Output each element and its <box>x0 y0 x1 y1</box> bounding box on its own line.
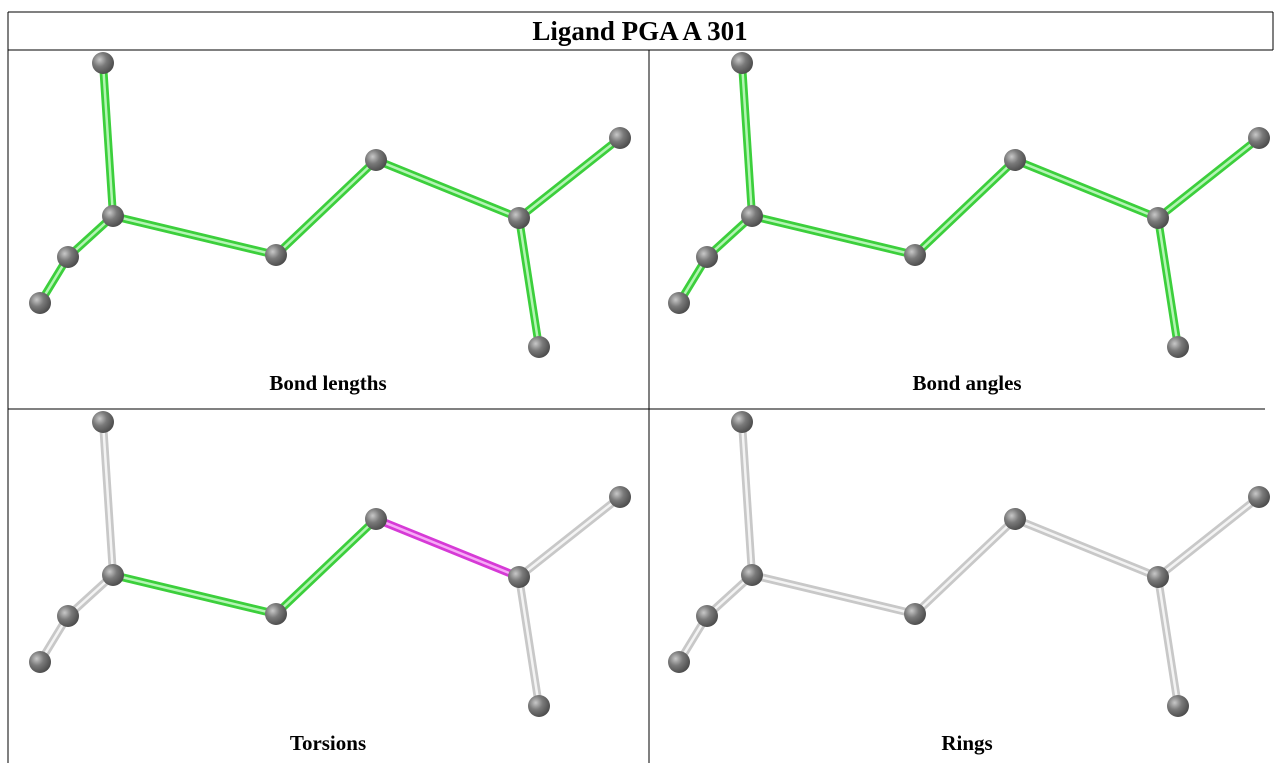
molecule-panel: Rings <box>668 411 1270 755</box>
panel-caption: Rings <box>941 731 992 755</box>
atom <box>29 292 51 314</box>
atom <box>668 292 690 314</box>
atom <box>29 651 51 673</box>
bond-highlight <box>1158 138 1259 218</box>
atom <box>668 651 690 673</box>
table-title: Ligand PGA A 301 <box>532 16 747 46</box>
atom <box>904 603 926 625</box>
bond-highlight <box>752 575 915 614</box>
bond-highlight <box>1015 519 1158 577</box>
atom <box>265 244 287 266</box>
atom <box>741 564 763 586</box>
bond-highlight <box>915 519 1015 614</box>
panel-caption: Bond lengths <box>269 371 386 395</box>
atom <box>696 605 718 627</box>
atom <box>731 411 753 433</box>
molecule-panel: Bond angles <box>668 52 1270 395</box>
page: Ligand PGA A 301 Bond lengths Bond angles… <box>0 0 1275 763</box>
atom <box>1167 336 1189 358</box>
table-borders <box>8 12 1273 763</box>
molecule-panel: Torsions <box>29 411 631 755</box>
atom <box>1004 149 1026 171</box>
bond-highlight <box>376 160 519 218</box>
bond-highlight <box>276 519 376 614</box>
atom <box>92 411 114 433</box>
bond-highlight <box>1158 577 1178 706</box>
panel-caption: Torsions <box>290 731 366 755</box>
atom <box>508 566 530 588</box>
atom <box>265 603 287 625</box>
atom <box>1248 127 1270 149</box>
bond-highlight <box>1158 218 1178 347</box>
atom <box>365 149 387 171</box>
atom <box>102 205 124 227</box>
bond-highlight <box>519 218 539 347</box>
atom <box>57 605 79 627</box>
bond-highlight <box>1015 160 1158 218</box>
bond-highlight <box>113 216 276 255</box>
atom <box>1248 486 1270 508</box>
atom <box>731 52 753 74</box>
atom <box>1147 566 1169 588</box>
bond-highlight <box>376 519 519 577</box>
bond-highlight <box>1158 497 1259 577</box>
atom <box>609 127 631 149</box>
atom <box>1004 508 1026 530</box>
ligand-table: Ligand PGA A 301 Bond lengths Bond angles… <box>0 0 1275 763</box>
bond-highlight <box>752 216 915 255</box>
bond-highlight <box>276 160 376 255</box>
atom <box>904 244 926 266</box>
atom <box>741 205 763 227</box>
bond-highlight <box>915 160 1015 255</box>
bond-highlight <box>519 138 620 218</box>
atom <box>696 246 718 268</box>
atom <box>102 564 124 586</box>
panel-caption: Bond angles <box>912 371 1021 395</box>
atom <box>365 508 387 530</box>
bond-highlight <box>113 575 276 614</box>
atom <box>528 695 550 717</box>
atom <box>528 336 550 358</box>
atom <box>92 52 114 74</box>
atom <box>1147 207 1169 229</box>
atom <box>609 486 631 508</box>
bond-highlight <box>519 497 620 577</box>
molecule-panel: Bond lengths <box>29 52 631 395</box>
atom <box>57 246 79 268</box>
bond-highlight <box>519 577 539 706</box>
atom <box>1167 695 1189 717</box>
atom <box>508 207 530 229</box>
